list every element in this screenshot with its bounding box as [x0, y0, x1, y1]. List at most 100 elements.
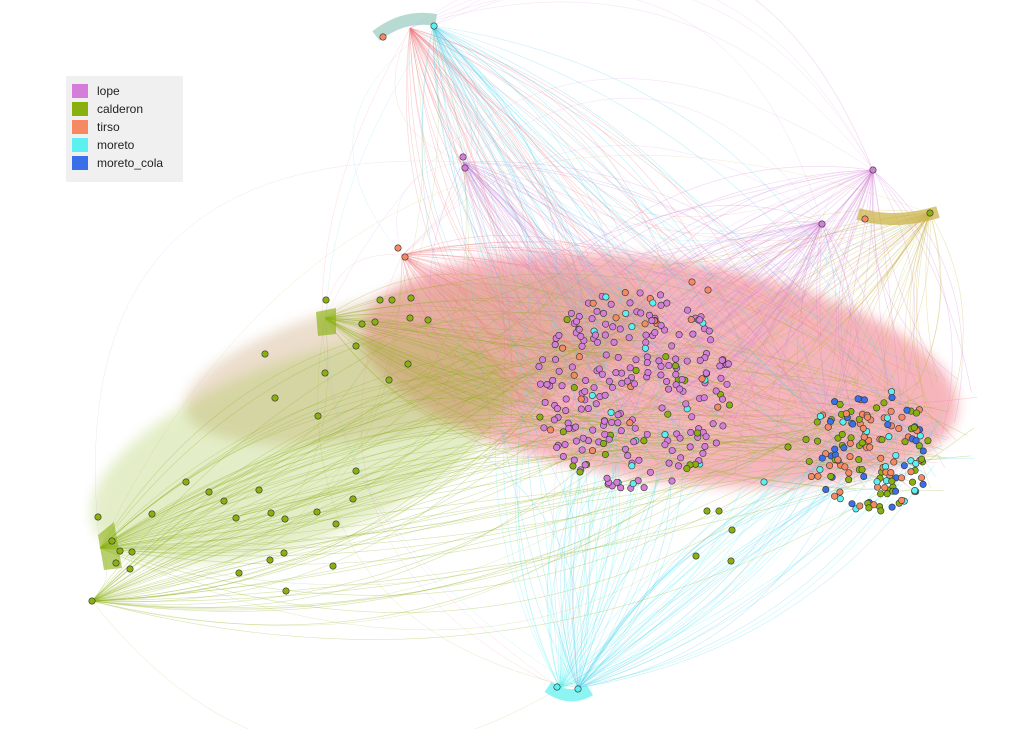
lope-node [630, 438, 638, 446]
graph-edge [91, 432, 606, 602]
lope-node [577, 332, 585, 340]
graph-edge [732, 221, 823, 425]
mixed-node [845, 476, 853, 484]
lope-node [570, 371, 578, 379]
lope-node [559, 344, 567, 352]
graph-edge [518, 376, 561, 689]
graph-edge [545, 457, 589, 689]
outer-edge [324, 254, 403, 319]
graph-edge [483, 454, 582, 689]
lope-node [663, 299, 671, 307]
graph-edge [692, 212, 931, 433]
graph-edge [577, 472, 915, 689]
graph-edge [432, 25, 558, 321]
graph-edge [559, 297, 598, 689]
graph-edge [925, 212, 938, 383]
graph-edge [409, 27, 636, 411]
graph-edge [401, 254, 491, 450]
lope-node [617, 427, 625, 435]
graph-edge [432, 25, 908, 433]
lope-node [661, 441, 669, 449]
lope-node [664, 410, 672, 418]
lope-node [668, 477, 676, 485]
graph-edge [91, 471, 714, 612]
graph-edge [612, 212, 931, 421]
graph-edge [99, 447, 947, 549]
graph-edge [324, 316, 527, 405]
graph-edge [577, 423, 939, 689]
mixed-node [909, 478, 917, 486]
graph-edge [821, 221, 852, 393]
graph-edge [577, 465, 810, 689]
hub-node [401, 253, 409, 261]
calderon-node [406, 314, 414, 322]
graph-edge [657, 221, 823, 270]
graph-edge [559, 461, 855, 689]
calderon-node [314, 412, 322, 420]
graph-edge [99, 438, 885, 551]
mixed-node [845, 469, 853, 477]
lope-node [712, 387, 720, 395]
graph-edge [409, 27, 557, 424]
graph-edge [432, 25, 895, 379]
graph-edge [91, 466, 752, 602]
legend-label: calderon [97, 102, 144, 116]
graph-edge [91, 417, 917, 602]
graph-edge [421, 25, 513, 450]
outer-edge [91, 254, 403, 602]
calderon-node [358, 320, 366, 328]
graph-edge [91, 363, 683, 609]
outer-edge [409, 0, 874, 171]
graph-edge [324, 317, 686, 360]
lope-node [696, 316, 704, 324]
mixed-node [873, 478, 881, 486]
mixed-node [898, 474, 906, 482]
graph-edge [324, 300, 906, 485]
graph-edge [622, 221, 823, 327]
mixed-node [860, 396, 868, 404]
mixed-node [838, 430, 846, 438]
lope-node [584, 404, 592, 412]
graph-edge [540, 212, 931, 418]
lope-node [698, 375, 706, 383]
graph-edge [579, 212, 931, 412]
lope-node [693, 429, 701, 437]
graph-edge [462, 161, 664, 327]
lope-node [601, 430, 609, 438]
graph-edge [99, 331, 639, 549]
graph-edge [91, 380, 921, 608]
outer-edge [94, 160, 464, 549]
graph-edge [91, 366, 575, 602]
lope-node [575, 353, 583, 361]
hub-node [861, 215, 869, 223]
lope-node [672, 371, 680, 379]
legend-item-moreto: moreto [66, 136, 183, 154]
graph-edge [99, 436, 749, 549]
graph-edge [409, 27, 756, 449]
graph-edge [324, 317, 507, 393]
graph-edge [559, 422, 762, 689]
graph-edge [409, 27, 648, 433]
calderon-node [282, 587, 290, 595]
mixed-node [910, 424, 918, 432]
graph-edge [462, 161, 873, 385]
calderon-node [266, 556, 274, 564]
lope-node [600, 309, 608, 317]
lope-node [626, 299, 634, 307]
graph-edge [577, 432, 855, 689]
graph-edge [401, 249, 890, 393]
graph-edge [99, 351, 707, 549]
lope-node [603, 474, 611, 482]
hub-node [818, 220, 826, 228]
graph-edge [432, 25, 936, 478]
graph-edge [91, 337, 533, 602]
graph-edge [409, 27, 918, 377]
graph-edge [432, 25, 846, 449]
graph-edge [602, 221, 823, 464]
lope-node [559, 452, 567, 460]
graph-edge [462, 161, 580, 284]
graph-edge [559, 416, 866, 689]
lope-node [572, 317, 580, 325]
calderon-swatch [72, 102, 88, 116]
outer-edge [99, 161, 469, 550]
